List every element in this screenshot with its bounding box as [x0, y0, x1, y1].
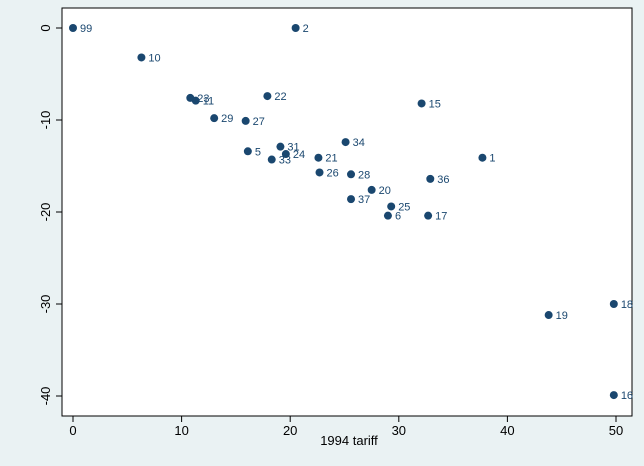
data-point — [281, 150, 290, 159]
data-point — [315, 168, 324, 177]
x-axis: 0 10 20 30 40 50 — [69, 416, 623, 438]
data-point — [544, 311, 553, 320]
y-tick-label: -40 — [38, 387, 53, 406]
data-point — [276, 142, 285, 151]
data-point-label: 15 — [429, 98, 441, 110]
data-point — [347, 170, 356, 179]
data-point — [424, 211, 433, 220]
x-axis-title: 1994 tariff — [320, 433, 378, 448]
data-point — [387, 202, 396, 211]
data-point — [191, 96, 200, 105]
x-tick-label: 40 — [500, 423, 514, 438]
data-point — [341, 138, 350, 147]
data-point — [367, 185, 376, 194]
data-point-label: 28 — [358, 169, 370, 181]
data-point — [417, 99, 426, 108]
data-point — [241, 116, 250, 125]
data-point-label: 6 — [395, 211, 401, 223]
data-point — [263, 92, 272, 101]
data-point-label: 25 — [398, 201, 410, 213]
data-point-label: 22 — [274, 91, 286, 103]
data-point-label: 5 — [255, 146, 261, 158]
plot-area — [61, 7, 633, 417]
data-point-label: 20 — [379, 185, 391, 197]
y-tick-label: -10 — [38, 111, 53, 130]
data-point — [426, 174, 435, 183]
x-tick-label: 10 — [174, 423, 188, 438]
data-point — [210, 114, 219, 123]
data-point-label: 37 — [358, 194, 370, 206]
data-point — [291, 24, 300, 32]
data-point — [347, 195, 356, 204]
data-point-label: 27 — [253, 116, 265, 128]
data-point — [478, 153, 487, 162]
data-point — [267, 155, 276, 164]
x-tick-label: 0 — [69, 423, 76, 438]
data-point — [383, 211, 392, 220]
data-point — [69, 24, 77, 32]
data-point-label: 16 — [621, 390, 633, 402]
data-point — [609, 300, 618, 308]
data-point-label: 1 — [489, 153, 495, 165]
data-point-label: 26 — [327, 167, 339, 179]
data-point — [243, 147, 252, 156]
data-point-label: 31 — [287, 142, 299, 154]
data-point — [314, 153, 323, 162]
data-point-label: 36 — [437, 174, 449, 186]
y-tick-label: 0 — [38, 24, 53, 31]
data-point-label: 34 — [353, 137, 365, 149]
x-tick-label: 30 — [392, 423, 406, 438]
data-point-label: 23 — [197, 93, 209, 105]
x-tick-label: 50 — [609, 423, 623, 438]
data-point-label: 33 — [279, 155, 291, 167]
y-tick-label: -20 — [38, 203, 53, 222]
data-point-label: 19 — [556, 310, 568, 322]
data-point — [609, 391, 618, 400]
data-point-label: 17 — [435, 211, 447, 223]
data-point-label: 10 — [148, 52, 160, 64]
data-point-label: 21 — [325, 153, 337, 165]
data-point — [137, 53, 146, 62]
data-point-label: 2 — [303, 23, 309, 35]
data-point-label: 99 — [80, 23, 92, 35]
data-point-label: 29 — [221, 113, 233, 125]
data-point-label: 18 — [621, 299, 633, 311]
y-axis: 0 -10 -20 -30 -40 — [38, 24, 62, 405]
data-point-label: 11 — [203, 96, 214, 108]
x-tick-label: 20 — [283, 423, 297, 438]
y-tick-label: -30 — [38, 295, 53, 314]
data-point-label: 24 — [293, 149, 305, 161]
